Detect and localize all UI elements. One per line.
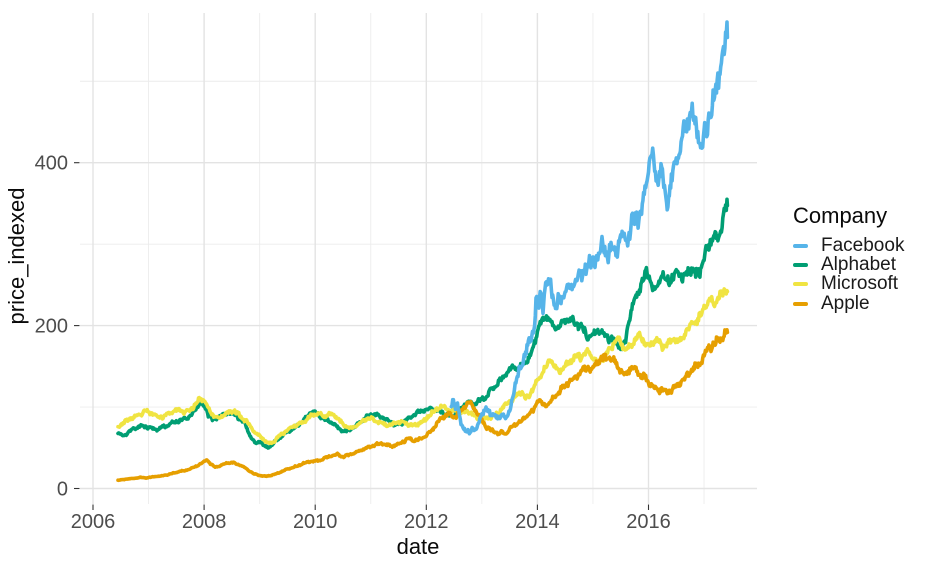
legend-item-label: Facebook <box>821 234 905 256</box>
series-line-microsoft <box>116 287 730 446</box>
x-axis-title: date <box>397 534 440 559</box>
legend-item-label: Apple <box>821 292 870 314</box>
axis-tick-labels: 2006 2008 2010 2012 2014 2016 0 200 400 <box>35 153 671 533</box>
x-tick-label: 2006 <box>71 511 116 533</box>
legend-title: Company <box>793 203 888 228</box>
legend-item-label: Microsoft <box>821 273 899 295</box>
legend-key-facebook <box>793 243 808 248</box>
x-tick-label: 2014 <box>515 511 560 533</box>
legend-key-apple <box>793 301 808 306</box>
legend-items: Facebook Alphabet Microsoft Apple <box>793 234 905 314</box>
legend-item-label: Alphabet <box>821 254 897 276</box>
series-lines <box>116 20 730 483</box>
legend-item-alphabet: Alphabet <box>793 254 904 276</box>
legend-item-facebook: Facebook <box>793 234 905 256</box>
legend-key-microsoft <box>793 282 808 287</box>
legend-item-microsoft: Microsoft <box>793 273 904 295</box>
x-tick-label: 2010 <box>293 511 338 533</box>
series-line-apple <box>116 328 730 483</box>
axis-ticks <box>74 162 650 510</box>
y-tick-label: 200 <box>35 316 68 338</box>
legend-item-apple: Apple <box>793 292 904 314</box>
y-tick-label: 0 <box>57 479 68 501</box>
legend: Company Facebook Alphabet Microsoft Apple <box>793 203 904 314</box>
x-tick-label: 2012 <box>404 511 449 533</box>
legend-key-alphabet <box>793 263 808 268</box>
x-tick-label: 2008 <box>182 511 227 533</box>
x-tick-label: 2016 <box>626 511 671 533</box>
gridlines-minor <box>80 13 757 504</box>
series-line-facebook <box>449 20 730 436</box>
y-axis-title: price_indexed <box>4 188 29 325</box>
gridlines-major <box>80 13 757 504</box>
y-tick-label: 400 <box>35 153 68 175</box>
